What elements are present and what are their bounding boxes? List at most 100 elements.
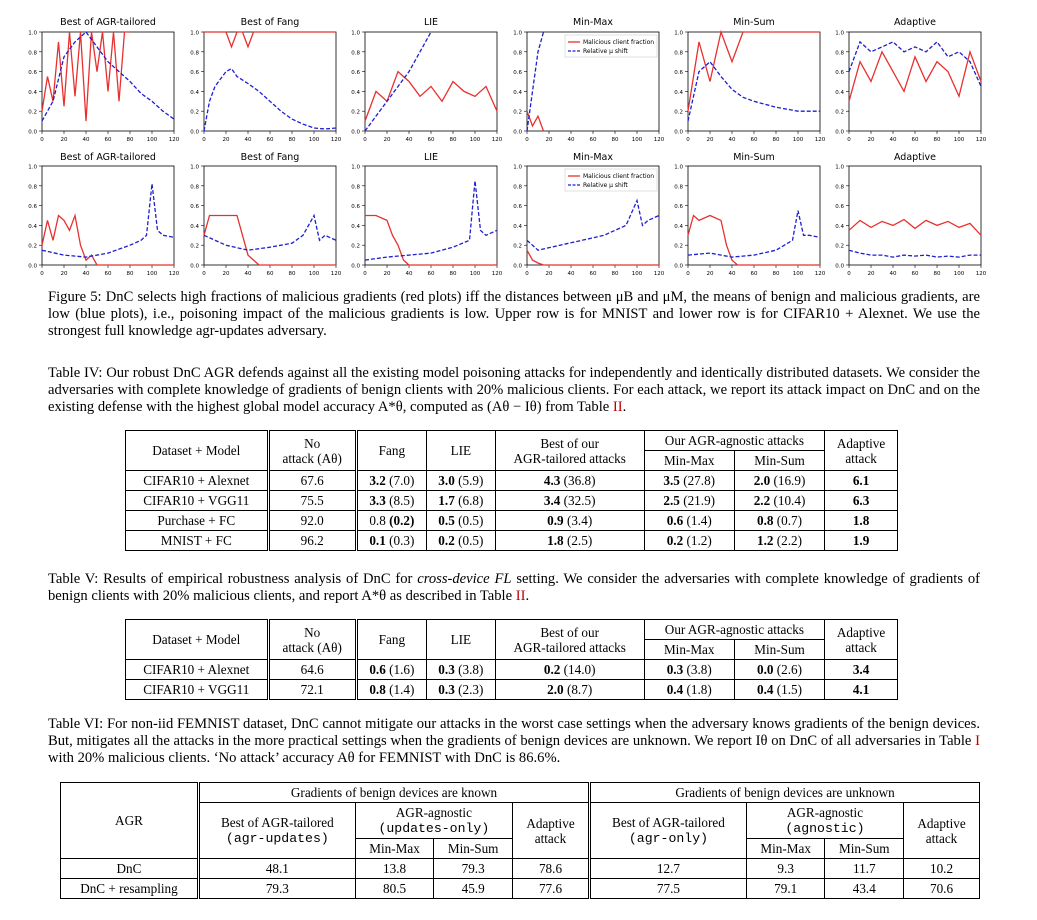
subplot-title: Min-Sum <box>733 152 775 163</box>
table-4-caption-ref[interactable]: II <box>612 399 623 415</box>
cell-adaptive: 6.3 <box>824 490 898 511</box>
series-malicious-fraction <box>204 31 336 49</box>
cell-ms: 0.8 (0.7) <box>733 510 826 531</box>
x-tick-label: 80 <box>450 137 457 143</box>
series-malicious-fraction <box>848 49 982 102</box>
table-4-caption-text: Our robust DnC AGR defends against all t… <box>48 365 980 415</box>
header-no-attack: No attack (Aθ) <box>267 430 358 471</box>
x-tick-label: 60 <box>105 271 112 277</box>
cell-adaptive: 4.1 <box>824 679 898 700</box>
table-row: Purchase + FC 92.0 0.8 (0.2) 0.5 (0.5) 0.9 (… <box>125 510 898 531</box>
x-tick-label: 0 <box>525 137 529 143</box>
x-tick-label: 0 <box>847 137 851 143</box>
header-unknown: Gradients of benign devices are unknown <box>589 782 980 803</box>
cell-dataset: MNIST + FC <box>125 530 270 551</box>
series-malicious-fraction <box>526 110 545 132</box>
y-tick-label: 0.4 <box>190 90 199 96</box>
x-tick-label: 120 <box>331 271 342 277</box>
x-tick-label: 40 <box>890 137 897 143</box>
y-tick-label: 1.0 <box>351 165 360 171</box>
cell-known-tailored: 79.3 <box>197 878 356 899</box>
table-5-caption-ref[interactable]: II <box>515 588 526 604</box>
cell-ms: 2.2 (10.4) <box>733 490 826 511</box>
table-row: CIFAR10 + VGG11 72.1 0.8 (1.4) 0.3 (2.3) 2.0… <box>125 679 898 700</box>
cell-dataset: CIFAR10 + VGG11 <box>125 490 270 511</box>
cell-unknown-tailored: 12.7 <box>589 858 747 879</box>
x-tick-label: 40 <box>83 271 90 277</box>
cell-known-tailored: 48.1 <box>197 858 356 879</box>
x-tick-label: 100 <box>954 271 965 277</box>
cell-known-adaptive: 77.6 <box>511 878 592 899</box>
x-tick-label: 60 <box>267 271 274 277</box>
series-malicious-fraction <box>687 214 820 266</box>
cell-no-attack: 96.2 <box>267 530 358 551</box>
header-unknown-tailored: Best of AGR-tailored (agr-only) <box>589 802 747 859</box>
plot-frame <box>41 165 175 266</box>
cell-unknown-adaptive: 70.6 <box>903 878 980 899</box>
subplot-title: Min-Sum <box>733 17 775 28</box>
y-tick-label: 0.2 <box>351 244 360 250</box>
series-mu-shift <box>687 60 820 122</box>
y-tick-label: 0.8 <box>28 184 37 190</box>
x-tick-label: 120 <box>815 271 826 277</box>
figure-5-caption: Figure 5: DnC selects high fractions of … <box>48 289 980 340</box>
cell-dataset: Purchase + FC <box>125 510 270 531</box>
series-malicious-fraction <box>203 214 336 266</box>
table-6-caption-ref[interactable]: I <box>975 733 980 749</box>
y-tick-label: 1.0 <box>674 31 683 37</box>
plot-frame <box>687 31 821 132</box>
x-tick-label: 120 <box>331 137 342 143</box>
x-tick-label: 0 <box>847 271 851 277</box>
y-tick-label: 0.2 <box>190 244 199 250</box>
x-tick-label: 20 <box>707 137 714 143</box>
y-tick-label: 0.0 <box>513 264 522 270</box>
x-tick-label: 60 <box>590 271 597 277</box>
series-mu-shift <box>203 67 337 132</box>
x-tick-label: 0 <box>202 137 206 143</box>
x-tick-label: 100 <box>793 271 804 277</box>
header-agnostic: Our AGR-agnostic attacks <box>643 430 826 451</box>
plot-frame <box>203 31 337 132</box>
y-tick-label: 0.6 <box>835 204 844 210</box>
x-tick-label: 60 <box>912 271 919 277</box>
table-row: CIFAR10 + Alexnet 64.6 0.6 (1.6) 0.3 (3.8) 0… <box>125 659 898 680</box>
x-tick-label: 40 <box>245 137 252 143</box>
subplot-title: Adaptive <box>894 17 936 28</box>
subplot-title: Best of AGR-tailored <box>60 152 156 163</box>
x-tick-label: 0 <box>202 271 206 277</box>
header-best-tailored: Best of our AGR-tailored attacks <box>494 619 645 660</box>
series-mu-shift <box>687 210 821 258</box>
y-tick-label: 0.2 <box>513 244 522 250</box>
y-tick-label: 0.8 <box>351 184 360 190</box>
x-tick-label: 40 <box>245 271 252 277</box>
cell-lie: 0.3 (2.3) <box>425 679 496 700</box>
figure-5-plots: Best of AGR-tailored 0.0 0.2 0.4 0.6 0.8 1.0 0 2… <box>28 17 986 277</box>
y-tick-label: 1.0 <box>674 165 683 171</box>
series-malicious-fraction <box>526 249 659 266</box>
x-tick-label: 0 <box>363 137 367 143</box>
y-tick-label: 1.0 <box>190 31 199 37</box>
cell-known-minsum: 79.3 <box>433 858 513 879</box>
x-tick-label: 20 <box>707 271 714 277</box>
series-malicious-fraction <box>41 31 130 122</box>
cell-adaptive: 1.9 <box>824 530 898 551</box>
cell-unknown-tailored: 77.5 <box>589 878 747 899</box>
y-tick-label: 1.0 <box>513 31 522 37</box>
plot-frame <box>848 165 982 266</box>
x-tick-label: 100 <box>470 271 481 277</box>
x-tick-label: 100 <box>632 271 643 277</box>
cell-fang: 0.8 (0.2) <box>355 510 427 531</box>
y-tick-label: 1.0 <box>190 165 199 171</box>
y-tick-label: 0.2 <box>835 244 844 250</box>
x-tick-label: 80 <box>773 137 780 143</box>
y-tick-label: 0.6 <box>28 70 37 76</box>
series-mu-shift <box>848 40 982 87</box>
x-tick-label: 40 <box>83 137 90 143</box>
x-tick-label: 20 <box>546 137 553 143</box>
table-row: CIFAR10 + VGG11 75.5 3.3 (8.5) 1.7 (6.8) 3.4… <box>125 490 898 511</box>
y-tick-label: 0.0 <box>351 130 360 136</box>
subplot-title: Best of Fang <box>241 17 300 28</box>
y-tick-label: 0.2 <box>674 244 683 250</box>
y-tick-label: 0.4 <box>351 90 360 96</box>
x-tick-label: 80 <box>289 137 296 143</box>
